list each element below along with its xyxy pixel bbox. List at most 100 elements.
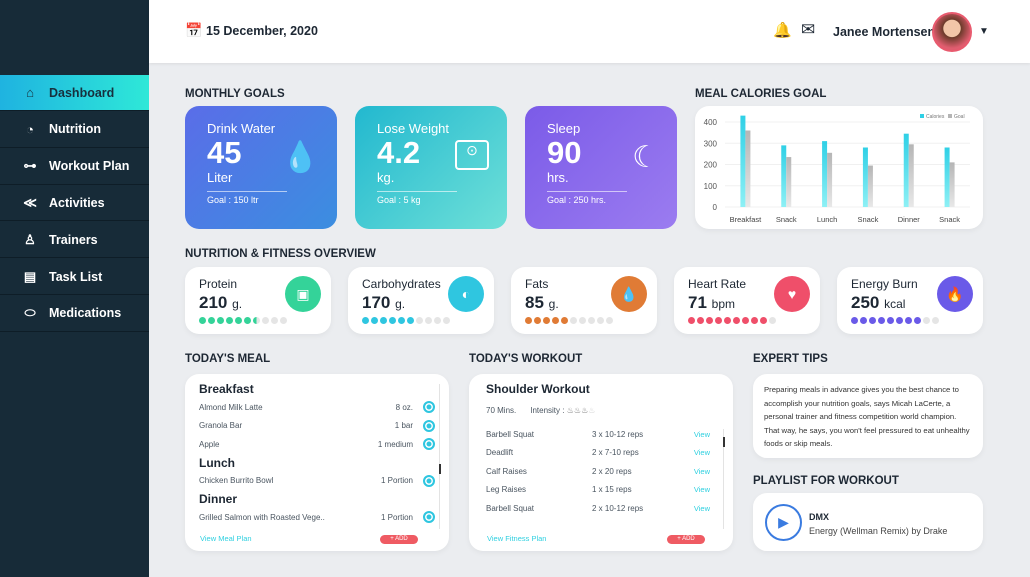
meal-item: Chicken Burrito Bowl 1 Portion — [199, 472, 435, 491]
intensity-icons: ♨♨♨♨ — [566, 406, 596, 415]
sidebar-item-trainers[interactable]: ♙ Trainers — [0, 222, 149, 259]
meal-group-title: Lunch — [199, 455, 235, 470]
level-dot — [697, 317, 704, 324]
overview-unit: g. — [548, 297, 559, 311]
level-dot — [760, 317, 767, 324]
meal-check-toggle[interactable] — [423, 438, 435, 451]
workout-scrollbar[interactable] — [723, 429, 725, 529]
view-exercise-link[interactable]: View — [693, 466, 710, 476]
bar-goal — [867, 165, 873, 207]
level-dot — [543, 317, 550, 324]
sidebar-item-dashboard[interactable]: ⌂ Dashboard — [0, 75, 149, 111]
meal-check-toggle[interactable] — [423, 401, 435, 414]
level-dot — [905, 317, 912, 324]
meal-item-name: Grilled Salmon with Roasted Vege.. — [199, 512, 325, 522]
goal-target: Goal : 150 ltr — [207, 191, 287, 205]
level-dot — [244, 317, 251, 324]
bar-goal — [827, 152, 833, 207]
overview-card-fats[interactable]: Fats 85 g. 💧 — [511, 267, 657, 334]
level-dot — [371, 317, 378, 324]
overview-value: 71 — [688, 293, 707, 312]
meal-group-title: Dinner — [199, 492, 238, 506]
overview-card-carbohydrates[interactable]: Carbohydrates 170 g. ◐ — [348, 267, 494, 334]
home-icon: ⌂ — [26, 85, 34, 100]
workout-item: Barbell Squat 2 x 10-12 reps View — [486, 499, 716, 518]
playlist-title: PLAYLIST FOR WORKOUT — [753, 475, 899, 487]
flame-icon: 🔥 — [937, 276, 973, 312]
level-dot — [597, 317, 604, 324]
sidebar-item-label: Dashboard — [49, 85, 115, 100]
meal-check-toggle[interactable] — [423, 419, 435, 432]
level-dots — [525, 317, 613, 324]
level-dot — [742, 317, 749, 324]
overview-card-protein[interactable]: Protein 210 g. ▣ — [185, 267, 331, 334]
workout-item: Calf Raises 2 x 20 reps View — [486, 462, 716, 481]
level-dot — [860, 317, 867, 324]
add-meal-button[interactable]: + ADD — [380, 535, 418, 544]
goal-title: Drink Water — [207, 121, 276, 136]
person-icon: ♙ — [24, 231, 36, 247]
overview-value: 250 — [851, 293, 880, 312]
bar-goal — [908, 144, 914, 207]
meal-item: Grilled Salmon with Roasted Vege.. 1 Port… — [199, 508, 435, 527]
view-exercise-link[interactable]: View — [693, 448, 710, 458]
play-button[interactable]: ▶ — [765, 504, 802, 541]
top-bar: 📅 15 December, 2020 🔔 ✉ Janee Mortensen … — [149, 0, 1030, 63]
workout-name: Shoulder Workout — [486, 382, 590, 396]
sidebar-item-label: Medications — [49, 306, 122, 321]
overview-title: Fats — [525, 277, 549, 291]
view-exercise-link[interactable]: View — [693, 503, 710, 513]
playlist-card: ▶ DMX Energy (Wellman Remix) by Drake — [753, 493, 983, 551]
monthly-goals-title: MONTHLY GOALS — [185, 88, 285, 100]
goal-card-sleep[interactable]: Sleep 90 hrs. Goal : 250 hrs. ☾ — [525, 106, 677, 229]
view-meal-plan-link[interactable]: View Meal Plan — [200, 534, 252, 543]
goal-card-water[interactable]: Drink Water 45 Liter Goal : 150 ltr 💧 — [185, 106, 337, 229]
level-dot — [235, 317, 242, 324]
goal-card-weight[interactable]: Lose Weight 4.2 kg. Goal : 5 kg ⊙ — [355, 106, 507, 229]
bar-goal — [949, 162, 955, 207]
view-exercise-link[interactable]: View — [693, 429, 710, 439]
bell-icon[interactable]: 🔔 — [773, 22, 792, 39]
meal-item-name: Granola Bar — [199, 421, 243, 431]
avatar[interactable] — [932, 12, 972, 52]
exercise-name: Barbell Squat — [486, 503, 535, 513]
overview-value: 170 — [362, 293, 391, 312]
level-dot — [769, 317, 776, 324]
level-dot — [688, 317, 695, 324]
legend-swatch — [920, 114, 924, 118]
meal-check-toggle[interactable] — [423, 511, 435, 524]
exercise-reps: 2 x 10-12 reps — [592, 503, 644, 513]
sidebar-item-workout-plan[interactable]: ⊶ Workout Plan — [0, 149, 149, 185]
level-dots — [851, 317, 939, 324]
level-dot — [851, 317, 858, 324]
meal-scrollbar[interactable] — [439, 384, 441, 529]
level-dot — [534, 317, 541, 324]
mail-icon[interactable]: ✉ — [801, 20, 816, 39]
user-name[interactable]: Janee Mortensen — [833, 25, 936, 39]
sidebar-item-activities[interactable]: ≪ Activities — [0, 185, 149, 222]
sidebar-item-medications[interactable]: ⬭ Medications — [0, 296, 149, 332]
goal-target: Goal : 5 kg — [377, 191, 457, 205]
add-workout-button[interactable]: + ADD — [667, 535, 705, 544]
level-dot — [280, 317, 287, 324]
meal-check-toggle[interactable] — [423, 474, 435, 487]
view-fitness-plan-link[interactable]: View Fitness Plan — [487, 534, 547, 543]
sidebar-item-nutrition[interactable]: ◔ Nutrition — [0, 112, 149, 148]
x-tick-label: Snack — [857, 215, 878, 224]
level-dot — [588, 317, 595, 324]
level-dot — [416, 317, 423, 324]
level-dot — [407, 317, 414, 324]
meal-calories-chart-card: 0 100 200 300 400 Breakfast Snack Lunch Snack Din… — [695, 106, 983, 229]
intensity-label: Intensity : — [530, 406, 565, 415]
overview-card-energy-burn[interactable]: Energy Burn 250 kcal 🔥 — [837, 267, 983, 334]
view-exercise-link[interactable]: View — [693, 485, 710, 495]
overview-card-heart-rate[interactable]: Heart Rate 71 bpm ♥ — [674, 267, 820, 334]
sidebar-item-task-list[interactable]: ▤ Task List — [0, 259, 149, 295]
overview-title: NUTRITION & FITNESS OVERVIEW — [185, 248, 376, 260]
level-dot — [706, 317, 713, 324]
nutrition-icon: ◔ — [26, 121, 34, 137]
play-icon: ▶ — [778, 514, 789, 530]
chevron-down-icon[interactable]: ▼ — [979, 26, 989, 37]
level-dot — [552, 317, 559, 324]
overview-title: Protein — [199, 277, 238, 291]
